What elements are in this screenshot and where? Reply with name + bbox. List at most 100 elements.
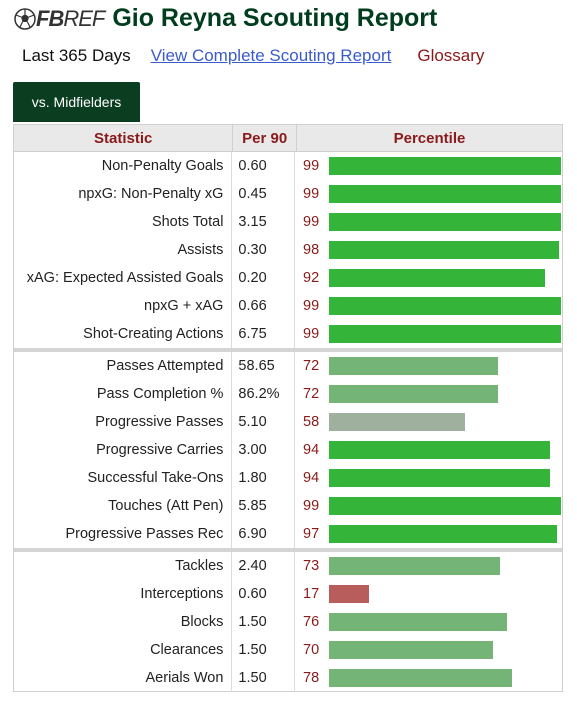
percentile-bar-track xyxy=(328,413,562,431)
percentile-value: 99 xyxy=(303,186,320,202)
group-separator xyxy=(14,348,562,352)
stat-name: Aerials Won xyxy=(14,664,233,692)
stat-name: npxG: Non-Penalty xG xyxy=(14,180,233,208)
percentile-bar-track xyxy=(328,213,562,231)
stat-name: Blocks xyxy=(14,608,233,636)
percentile-cell: 99 xyxy=(295,180,562,208)
table-row: Pass Completion % 86.2% 72 xyxy=(14,380,562,408)
per90-value: 0.66 xyxy=(232,292,295,320)
percentile-bar-track xyxy=(328,357,562,375)
percentile-bar-track xyxy=(328,157,562,175)
percentile-bar-track xyxy=(328,525,562,543)
per90-value: 86.2% xyxy=(232,380,295,408)
stat-name: Progressive Passes Rec xyxy=(14,520,233,548)
percentile-bar xyxy=(328,325,562,343)
percentile-bar-track xyxy=(328,585,562,603)
column-header-percentile[interactable]: Percentile xyxy=(393,129,466,147)
percentile-cell: 94 xyxy=(295,436,562,464)
percentile-value: 58 xyxy=(303,414,320,430)
tab-vs-midfielders[interactable]: vs. Midfielders xyxy=(13,82,140,122)
percentile-value: 94 xyxy=(303,442,320,458)
percentile-bar-track xyxy=(328,669,562,687)
complete-report-link[interactable]: View Complete Scouting Report xyxy=(150,46,392,65)
percentile-bar xyxy=(328,357,498,375)
stat-name: Shot-Creating Actions xyxy=(14,320,233,348)
percentile-bar xyxy=(328,441,550,459)
percentile-bar xyxy=(328,385,498,403)
percentile-value: 99 xyxy=(303,498,320,514)
column-header-per90[interactable]: Per 90 xyxy=(233,125,297,151)
percentile-bar xyxy=(328,585,369,603)
table-row: Clearances 1.50 70 xyxy=(14,636,562,664)
stat-name: Shots Total xyxy=(14,208,233,236)
table-row: Non-Penalty Goals 0.60 99 xyxy=(14,152,562,180)
stat-name: Successful Take-Ons xyxy=(14,464,233,492)
page-header: FB REF Gio Reyna Scouting Report xyxy=(14,4,437,33)
percentile-value: 99 xyxy=(303,326,320,342)
percentile-bar-track xyxy=(328,269,562,287)
stat-name: Clearances xyxy=(14,636,233,664)
per90-value: 3.15 xyxy=(232,208,295,236)
percentile-bar xyxy=(328,469,550,487)
glossary-link[interactable]: Glossary xyxy=(417,46,485,65)
table-row: Aerials Won 1.50 78 xyxy=(14,664,562,692)
percentile-bar xyxy=(328,269,545,287)
per90-value: 6.75 xyxy=(232,320,295,348)
logo-fb-text: FB xyxy=(36,5,64,31)
table-row: Passes Attempted 58.65 72 xyxy=(14,352,562,380)
percentile-bar-track xyxy=(328,641,562,659)
percentile-bar xyxy=(328,241,560,259)
percentile-cell: 99 xyxy=(295,208,562,236)
page-title: Gio Reyna Scouting Report xyxy=(112,4,438,32)
percentile-bar xyxy=(328,213,562,231)
percentile-bar-track xyxy=(328,441,562,459)
stat-name: Tackles xyxy=(14,552,233,580)
per90-value: 1.50 xyxy=(232,608,295,636)
period-label: Last 365 Days xyxy=(22,46,131,65)
percentile-bar-track xyxy=(328,185,562,203)
percentile-value: 92 xyxy=(303,270,320,286)
percentile-bar xyxy=(328,157,562,175)
percentile-bar xyxy=(328,185,562,203)
stat-name: Progressive Carries xyxy=(14,436,233,464)
percentile-cell: 58 xyxy=(295,408,562,436)
percentile-cell: 70 xyxy=(295,636,562,664)
percentile-bar-track xyxy=(328,297,562,315)
table-row: Blocks 1.50 76 xyxy=(14,608,562,636)
percentile-value: 76 xyxy=(303,614,320,630)
percentile-cell: 99 xyxy=(295,292,562,320)
percentile-bar-track xyxy=(328,613,562,631)
table-row: Progressive Passes Rec 6.90 97 xyxy=(14,520,562,548)
percentile-bar xyxy=(328,613,508,631)
percentile-cell: 98 xyxy=(295,236,562,264)
per90-value: 0.30 xyxy=(232,236,295,264)
scouting-table: Statistic Per 90 Percentile Non-Penalty … xyxy=(13,124,563,692)
fbref-logo[interactable]: FB REF xyxy=(14,5,105,32)
percentile-value: 97 xyxy=(303,526,320,542)
table-row: Assists 0.30 98 xyxy=(14,236,562,264)
percentile-cell: 99 xyxy=(295,320,562,348)
stat-name: Pass Completion % xyxy=(14,380,233,408)
soccer-ball-icon xyxy=(14,7,36,30)
column-header-statistic[interactable]: Statistic xyxy=(14,125,234,151)
stat-name: xAG: Expected Assisted Goals xyxy=(14,264,233,292)
per90-value: 5.10 xyxy=(232,408,295,436)
group-separator xyxy=(14,548,562,552)
percentile-value: 73 xyxy=(303,558,320,574)
per90-value: 1.50 xyxy=(232,664,295,692)
stat-name: Interceptions xyxy=(14,580,233,608)
percentile-cell: 17 xyxy=(295,580,562,608)
stat-name: npxG + xAG xyxy=(14,292,233,320)
percentile-value: 70 xyxy=(303,642,320,658)
table-header: Statistic Per 90 Percentile xyxy=(14,125,562,152)
table-row: Interceptions 0.60 17 xyxy=(14,580,562,608)
percentile-bar-track xyxy=(328,241,562,259)
percentile-cell: 73 xyxy=(295,552,562,580)
per90-value: 0.60 xyxy=(232,580,295,608)
percentile-bar-track xyxy=(328,469,562,487)
stat-name: Passes Attempted xyxy=(14,352,233,380)
stat-name: Assists xyxy=(14,236,233,264)
percentile-bar xyxy=(328,525,557,543)
per90-value: 2.40 xyxy=(232,552,295,580)
percentile-cell: 92 xyxy=(295,264,562,292)
